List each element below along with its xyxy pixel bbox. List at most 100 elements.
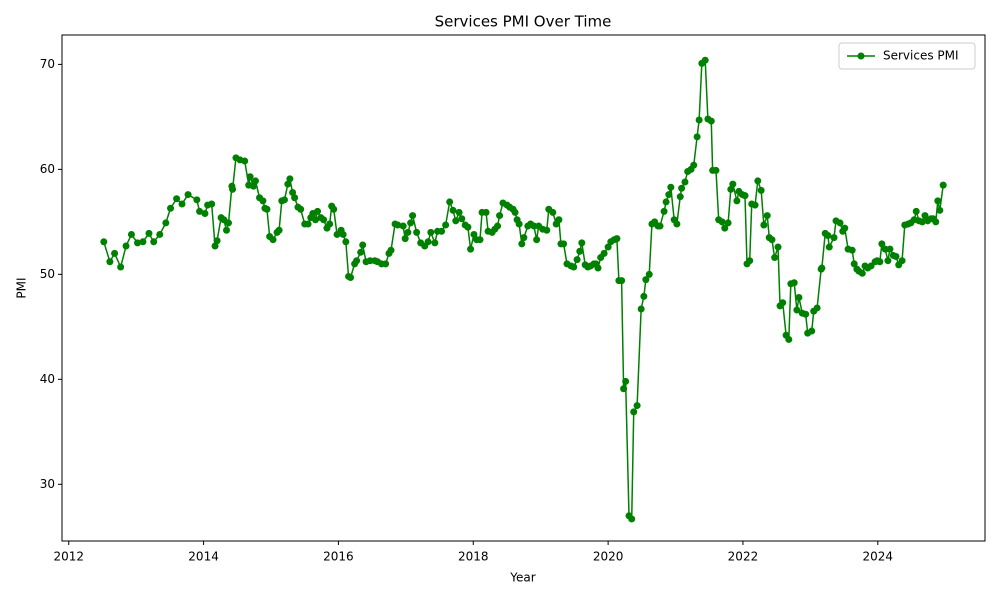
data-point: [802, 310, 810, 318]
data-point: [555, 216, 563, 224]
data-point: [721, 224, 729, 232]
data-point: [452, 217, 460, 225]
data-point: [241, 157, 249, 165]
data-point: [520, 234, 528, 242]
data-point: [785, 335, 793, 343]
data-point: [939, 181, 947, 189]
legend-label: Services PMI: [883, 49, 959, 63]
data-point: [848, 246, 856, 254]
data-point: [707, 117, 715, 125]
data-point: [162, 219, 170, 227]
data-point: [145, 229, 153, 237]
data-point: [630, 408, 638, 416]
data-point: [496, 212, 504, 220]
data-point: [751, 201, 759, 209]
data-point: [681, 178, 689, 186]
data-point: [676, 193, 684, 201]
data-point: [387, 246, 395, 254]
data-point: [932, 218, 940, 226]
data-point: [359, 241, 367, 249]
data-point: [106, 258, 114, 266]
data-point: [818, 264, 826, 272]
data-point: [724, 219, 732, 227]
data-point: [275, 226, 283, 234]
y-tick-label: 60: [40, 162, 55, 176]
data-point: [665, 191, 673, 199]
data-point: [533, 236, 541, 244]
data-point: [173, 195, 181, 203]
data-point: [455, 208, 463, 216]
data-point: [446, 198, 454, 206]
data-point: [660, 207, 668, 215]
data-point: [458, 215, 466, 223]
data-point: [184, 191, 192, 199]
data-point: [382, 260, 390, 268]
data-point: [280, 196, 288, 204]
data-point: [494, 222, 502, 230]
data-point: [427, 228, 435, 236]
data-point: [399, 222, 407, 230]
data-point: [297, 205, 305, 213]
data-point: [409, 212, 417, 220]
data-point: [134, 239, 142, 247]
x-tick-label: 2014: [188, 550, 219, 564]
data-point: [578, 239, 586, 247]
data-point: [678, 184, 686, 192]
data-point: [196, 207, 204, 215]
data-point: [746, 257, 754, 265]
data-point: [251, 177, 259, 185]
data-point: [921, 212, 929, 220]
data-point: [330, 205, 338, 213]
data-point: [543, 226, 551, 234]
x-tick-label: 2018: [458, 550, 489, 564]
data-point: [690, 161, 698, 169]
x-tick-label: 2012: [53, 550, 84, 564]
data-point: [342, 238, 350, 246]
data-point: [573, 256, 581, 264]
data-point: [320, 216, 328, 224]
data-point: [193, 196, 201, 204]
data-point: [259, 197, 267, 205]
y-tick-label: 30: [40, 477, 55, 491]
data-point: [836, 219, 844, 227]
data-point: [795, 293, 803, 301]
data-point: [213, 237, 221, 245]
data-point: [100, 238, 108, 246]
data-point: [401, 235, 409, 243]
data-point: [633, 402, 641, 410]
data-point: [898, 257, 906, 265]
data-point: [225, 219, 233, 227]
data-point: [117, 263, 125, 271]
data-point: [314, 207, 322, 215]
data-point: [594, 264, 602, 272]
legend-box: [838, 42, 976, 70]
data-point: [229, 185, 237, 193]
data-point: [850, 260, 858, 268]
data-point: [727, 185, 735, 193]
data-point: [482, 208, 490, 216]
data-point: [413, 228, 421, 236]
data-point: [289, 188, 297, 196]
data-point: [178, 200, 186, 208]
x-tick-label: 2024: [863, 550, 894, 564]
data-point: [111, 249, 119, 257]
data-point: [637, 305, 645, 313]
data-point: [291, 194, 299, 202]
y-axis-label: PMI: [15, 277, 29, 298]
data-point: [936, 206, 944, 214]
legend-marker: [857, 52, 865, 60]
data-point: [620, 385, 628, 393]
legend: Services PMI: [838, 42, 976, 70]
data-point: [884, 257, 892, 265]
data-point: [560, 240, 568, 248]
data-point: [824, 232, 832, 240]
data-point: [808, 327, 816, 335]
plot-frame: [61, 34, 986, 542]
data-point: [825, 243, 833, 251]
y-tick-label: 40: [40, 372, 55, 386]
data-point: [286, 175, 294, 183]
data-point: [249, 182, 257, 190]
data-point: [695, 116, 703, 124]
data-point: [878, 240, 886, 248]
